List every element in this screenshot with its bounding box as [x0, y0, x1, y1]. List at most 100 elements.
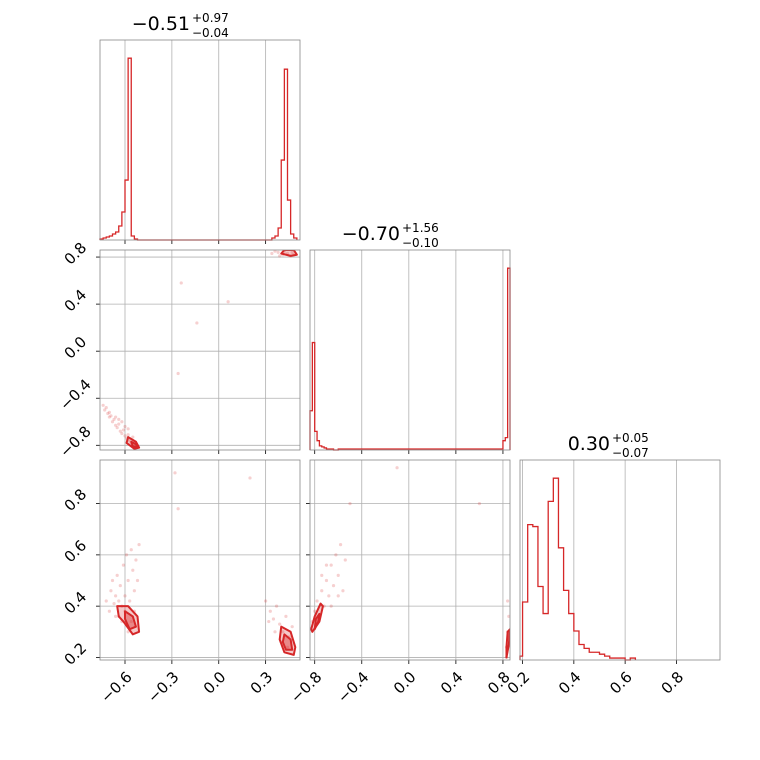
scatter-point	[320, 573, 324, 577]
scatter-point	[118, 429, 122, 433]
title-median: −0.70	[342, 223, 400, 245]
scatter-point	[128, 599, 132, 603]
scatter-point	[110, 578, 115, 583]
scatter-point	[117, 417, 121, 422]
panel-title-2: 0.30 +0.05−0.07	[568, 431, 649, 460]
scatter-point	[107, 609, 111, 613]
title-plus: +0.05	[612, 431, 649, 445]
scatter-point	[284, 614, 288, 619]
scatter-point	[343, 558, 347, 562]
scatter-point	[248, 476, 252, 480]
scatter-point	[341, 589, 345, 593]
scatter-point	[334, 553, 338, 557]
y-tick-label: 0.8	[61, 485, 91, 515]
scatter-point	[267, 619, 271, 624]
scatter-point	[273, 630, 277, 634]
scatter-point	[112, 601, 116, 606]
title-minus: −0.10	[402, 236, 439, 250]
scatter-point	[290, 625, 294, 629]
title-minus: −0.07	[612, 446, 649, 460]
title-minus: −0.04	[192, 26, 229, 40]
scatter-point	[285, 645, 290, 649]
scatter-point	[226, 300, 230, 304]
scatter-point	[126, 433, 130, 437]
scatter-point	[195, 321, 199, 325]
x-tick-label: 0.0	[390, 668, 420, 698]
x-tick-label: 0.8	[484, 668, 514, 698]
scatter-point	[324, 563, 329, 567]
scatter-point	[106, 411, 110, 416]
scatter-point	[271, 617, 276, 621]
scatter-point	[129, 619, 133, 624]
hist-panel-frame	[519, 459, 721, 661]
joint-panel-bg	[310, 460, 510, 660]
joint-marks-2	[310, 466, 510, 660]
scatter-point	[268, 609, 272, 613]
scatter-point	[320, 589, 324, 593]
density-contour	[281, 633, 294, 651]
y-tick-label: 0.6	[61, 537, 91, 567]
scatter-point	[129, 548, 133, 552]
y-tick-label: 0.0	[61, 333, 91, 363]
scatter-point	[278, 622, 282, 626]
scatter-point	[281, 630, 285, 634]
title-median: 0.30	[568, 433, 610, 455]
scatter-point	[121, 563, 126, 567]
density-contour	[505, 628, 510, 659]
scatter-point	[114, 614, 118, 619]
y-tick-label: −0.8	[56, 423, 94, 461]
scatter-point	[120, 420, 124, 424]
scatter-point	[336, 573, 340, 577]
joint-marks-0	[101, 250, 298, 450]
x-tick-label: 0.4	[437, 668, 467, 698]
density-contour	[130, 440, 139, 449]
panel-title-0: −0.51 +0.97−0.04	[132, 11, 229, 40]
scatter-point	[115, 573, 119, 577]
scatter-point	[270, 251, 274, 256]
scatter-point	[123, 594, 127, 598]
x-tick-label: 0.6	[606, 668, 636, 698]
scatter-point	[134, 558, 138, 562]
title-plus: +0.97	[192, 11, 229, 25]
scatter-point	[315, 599, 319, 603]
scatter-point	[290, 250, 294, 254]
scatter-point	[120, 431, 124, 436]
x-tick-label: −0.3	[144, 668, 182, 706]
scatter-point	[137, 543, 141, 547]
x-tick-label: −0.8	[287, 668, 325, 706]
scatter-point	[104, 599, 108, 603]
scatter-point	[176, 507, 180, 511]
scatter-point	[124, 553, 129, 557]
histogram-line-1	[309, 267, 511, 451]
scatter-point	[117, 422, 121, 426]
scatter-point	[173, 471, 177, 475]
scatter-point	[273, 250, 277, 253]
y-tick-label: 0.8	[61, 239, 91, 269]
scatter-point	[126, 578, 130, 583]
scatter-point	[132, 589, 136, 593]
scatter-point	[507, 614, 510, 619]
x-tick-label: 0.8	[658, 668, 688, 698]
density-contour	[313, 612, 321, 631]
scatter-point	[107, 415, 111, 419]
scatter-point	[121, 428, 126, 432]
hist-panel-frame	[309, 249, 511, 451]
joint-panel-frame	[309, 459, 511, 661]
scatter-point	[331, 584, 336, 588]
scatter-point	[109, 414, 113, 418]
scatter-point	[114, 423, 118, 427]
scatter-point	[276, 250, 280, 254]
scatter-point	[110, 420, 115, 424]
scatter-point	[115, 426, 119, 430]
joint-panel-frame	[99, 459, 301, 661]
histogram-line-2	[519, 477, 637, 661]
density-contour	[280, 250, 298, 257]
scatter-point	[477, 501, 482, 506]
scatter-point	[179, 281, 183, 285]
hist-panel-bg	[100, 40, 300, 240]
y-tick-label: 0.4	[61, 588, 91, 618]
x-tick-label: 0.3	[247, 668, 277, 698]
scatter-point	[123, 434, 127, 438]
joint-marks-1	[104, 471, 297, 656]
